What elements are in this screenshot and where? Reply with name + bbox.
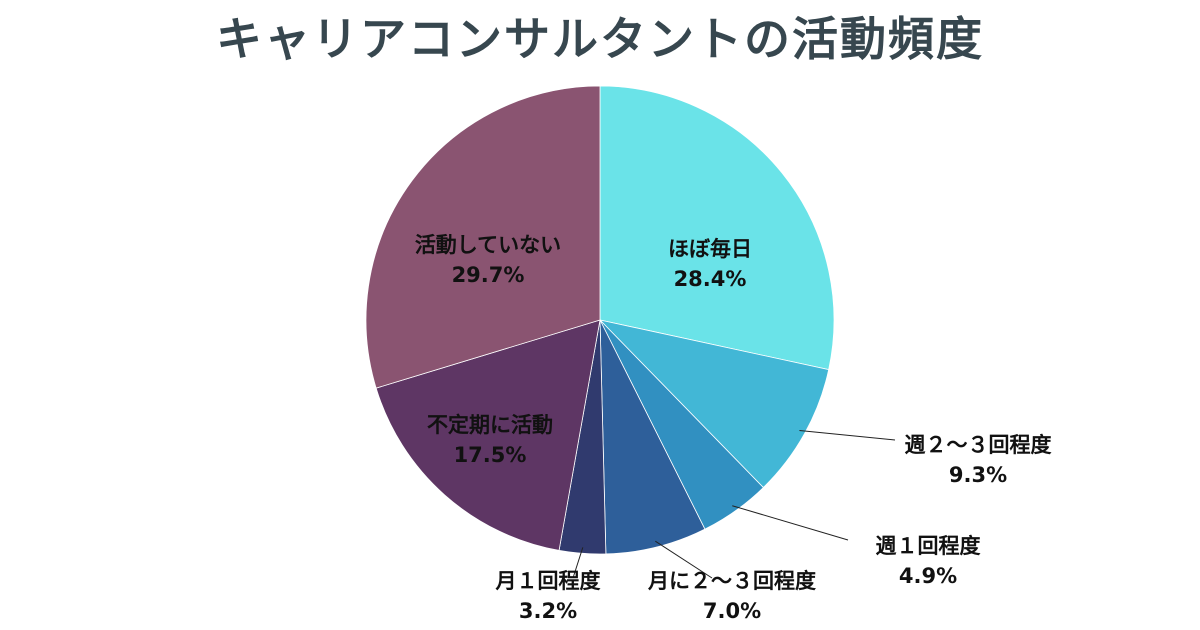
pie-slice-5-leader-line [572,547,584,579]
pie-slice-1 [599,85,835,371]
pie-slice-7 [365,85,601,389]
pie-slice-3-value-label: 4.9% [899,564,957,588]
pie-slice-2-leader-line [799,429,896,441]
pie-slice-6 [375,319,601,551]
pie-slice-1-category-label: ほぼ毎日 [668,237,752,261]
pie-slice-3-leader-line [732,505,849,541]
pie-slice-5-category-label: 月１回程度 [495,569,601,593]
pie-slice-2-value-label: 9.3% [949,463,1007,487]
pie-slice-7-value-label: 29.7% [452,263,525,287]
pie-slice-2 [598,319,830,489]
pie-slice-6-value-label: 17.5% [454,443,527,467]
pie-slice-6-category-label: 不定期に活動 [427,413,553,437]
pie-slice-4-leader-line [655,540,713,579]
chart-title: キャリアコンサルタントの活動頻度 [216,12,984,66]
pie-slice-4-value-label: 7.0% [703,599,761,623]
pie-slice-5-value-label: 3.2% [519,599,577,623]
pie-slice-4 [599,319,706,555]
pie-slice-7-category-label: 活動していない [415,233,561,257]
pie-slice-2-category-label: 週２～３回程度 [905,433,1052,457]
pie-slice-4-category-label: 月に２～３回程度 [647,569,816,593]
pie-slice-1-value-label: 28.4% [674,267,747,291]
pie-slice-3-category-label: 週１回程度 [876,534,981,558]
